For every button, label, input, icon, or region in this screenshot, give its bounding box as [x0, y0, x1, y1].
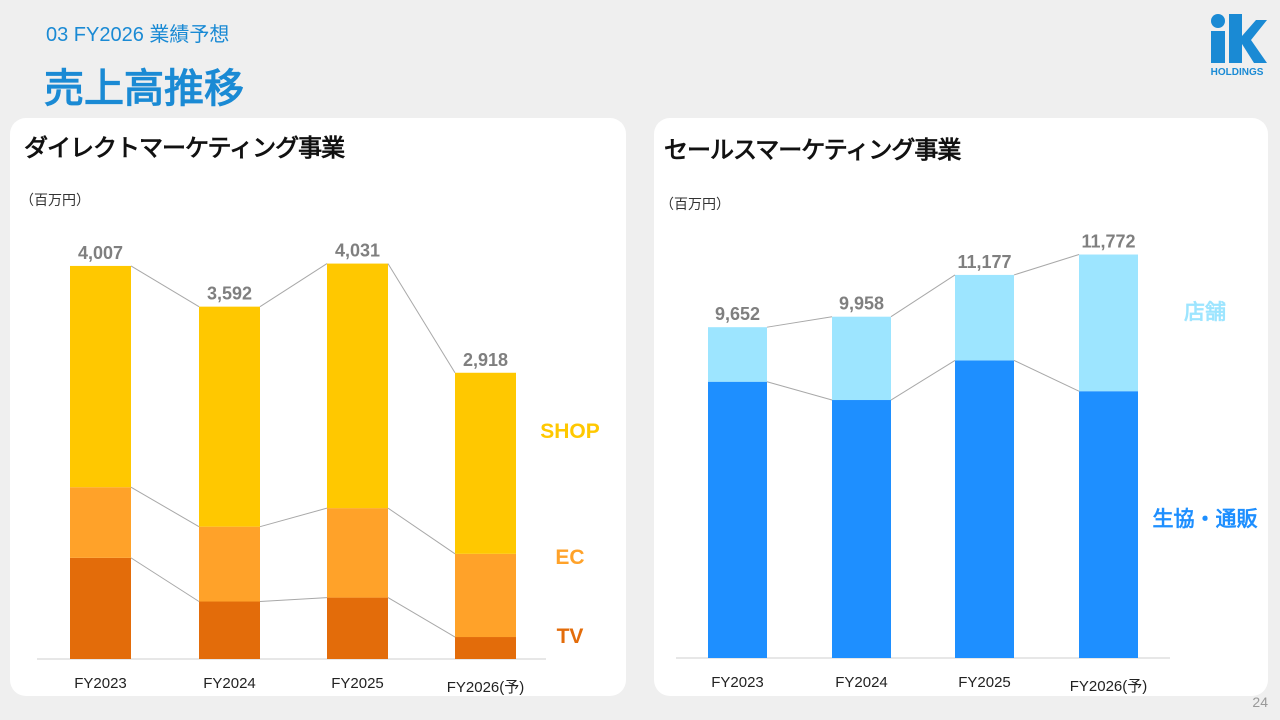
- company-logo: HOLDINGS: [1211, 14, 1267, 78]
- sales-bar-店舗-FY2026(予): [1079, 254, 1138, 392]
- direct-marketing-unit: （百万円）: [20, 192, 90, 208]
- direct-legend-EC: EC: [555, 546, 584, 569]
- direct-category-label: FY2026(予): [447, 679, 525, 696]
- sales-category-label: FY2026(予): [1070, 678, 1148, 695]
- direct-total-label: 4,007: [78, 243, 123, 263]
- direct-total-label: 2,918: [463, 350, 508, 370]
- direct-bar-TV-FY2023: [70, 557, 131, 659]
- direct-connector-line: [387, 263, 456, 374]
- section-label: 03 FY2026 業績予想: [46, 24, 230, 46]
- sales-connector-line: [1013, 254, 1080, 276]
- direct-total-label: 3,592: [207, 284, 252, 304]
- direct-marketing-title: ダイレクトマーケティング事業: [24, 135, 345, 162]
- page-number: 24: [1252, 694, 1268, 710]
- sales-category-label: FY2025: [958, 674, 1011, 691]
- sales-bar-生協・通販-FY2026(予): [1079, 391, 1138, 658]
- direct-category-label: FY2024: [203, 675, 256, 692]
- direct-connector-line: [259, 263, 328, 308]
- direct-connector-line: [259, 507, 328, 528]
- direct-connector-line: [130, 557, 200, 602]
- direct-category-label: FY2023: [74, 675, 127, 692]
- direct-legend-SHOP: SHOP: [540, 420, 600, 443]
- direct-connector-line: [130, 265, 200, 308]
- sales-marketing-unit: （百万円）: [660, 196, 730, 212]
- direct-bar-SHOP-FY2024: [199, 306, 260, 527]
- sales-bar-店舗-FY2025: [955, 274, 1014, 361]
- sales-connector-line: [890, 274, 956, 318]
- direct-connector-line: [130, 486, 200, 528]
- logo-text: HOLDINGS: [1211, 67, 1264, 78]
- direct-bar-SHOP-FY2025: [327, 263, 388, 509]
- sales-bar-生協・通販-FY2023: [708, 381, 767, 658]
- direct-total-label: 4,031: [335, 241, 380, 261]
- sales-connector-line: [890, 359, 956, 401]
- direct-connector-line: [259, 597, 328, 603]
- direct-bar-EC-FY2024: [199, 526, 260, 602]
- page-title: 売上高推移: [44, 67, 244, 111]
- direct-bar-TV-FY2026(予): [455, 637, 516, 659]
- sales-connector-line: [766, 381, 833, 401]
- sales-connector-line: [766, 316, 833, 328]
- sales-marketing-title: セールスマーケティング事業: [664, 137, 961, 164]
- sales-bar-店舗-FY2024: [832, 316, 891, 401]
- sales-total-label: 9,958: [839, 294, 884, 314]
- direct-connector-line: [387, 597, 456, 638]
- direct-bar-EC-FY2023: [70, 487, 131, 558]
- direct-bar-EC-FY2025: [327, 508, 388, 598]
- sales-connector-line: [1013, 359, 1080, 392]
- sales-bar-生協・通販-FY2025: [955, 360, 1014, 658]
- sales-legend-店舗: 店舗: [1184, 300, 1226, 324]
- direct-bar-SHOP-FY2023: [70, 265, 131, 488]
- sales-bar-生協・通販-FY2024: [832, 400, 891, 658]
- sales-total-label: 11,772: [1081, 232, 1135, 252]
- sales-category-label: FY2024: [835, 674, 888, 691]
- direct-bar-SHOP-FY2026(予): [455, 372, 516, 554]
- sales-bar-店舗-FY2023: [708, 327, 767, 382]
- sales-total-label: 9,652: [715, 304, 760, 324]
- direct-connector-line: [387, 507, 456, 555]
- direct-legend-TV: TV: [557, 625, 584, 648]
- sales-category-label: FY2023: [711, 674, 764, 691]
- direct-bar-TV-FY2025: [327, 597, 388, 659]
- direct-bar-TV-FY2024: [199, 601, 260, 659]
- sales-total-label: 11,177: [957, 252, 1011, 272]
- direct-bar-EC-FY2026(予): [455, 553, 516, 638]
- direct-category-label: FY2025: [331, 675, 384, 692]
- sales-legend-生協・通販: 生協・通販: [1153, 507, 1259, 531]
